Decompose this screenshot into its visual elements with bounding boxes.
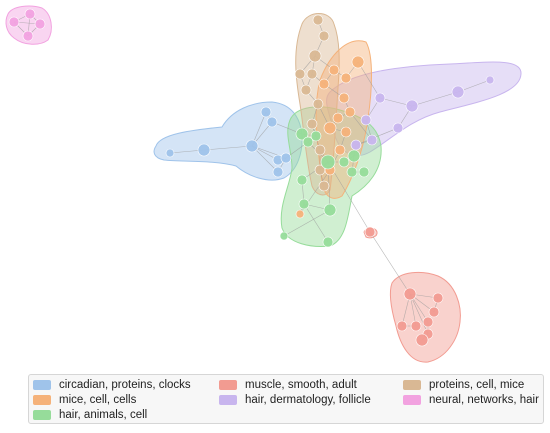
graph-node	[396, 320, 408, 332]
graph-node	[302, 136, 314, 148]
graph-edge	[355, 127, 399, 146]
graph-nodes	[8, 8, 495, 347]
graph-node	[328, 64, 340, 76]
graph-node	[8, 16, 20, 28]
graph-node	[197, 143, 211, 157]
graph-node	[22, 30, 34, 42]
graph-node	[306, 68, 318, 80]
graph-edge	[369, 231, 411, 295]
graph-node	[350, 139, 362, 151]
legend-item: muscle, smooth, adult	[219, 377, 403, 392]
legend-item: circadian, proteins, clocks	[33, 377, 219, 392]
graph-node	[451, 85, 465, 99]
legend-label: mice, cell, cells	[59, 393, 137, 406]
graph-node	[295, 209, 305, 219]
graph-node	[346, 166, 358, 178]
legend-swatch	[403, 379, 421, 390]
graph-node	[165, 148, 175, 158]
graph-node	[294, 68, 306, 80]
graph-edge	[303, 203, 329, 243]
legend-swatch	[33, 409, 51, 420]
graph-node	[318, 30, 330, 42]
legend-label: neural, networks, hair	[429, 393, 539, 406]
graph-edge	[203, 145, 253, 151]
cluster-network-graph	[5, 5, 522, 363]
graph-edge	[409, 293, 429, 335]
graph-node	[318, 78, 330, 90]
graph-node	[334, 144, 346, 156]
graph-node	[403, 287, 417, 301]
legend-item: mice, cell, cells	[33, 392, 219, 407]
graph-node	[266, 116, 278, 128]
legend-swatch	[219, 394, 237, 405]
graph-node	[323, 203, 337, 217]
graph-edge	[327, 161, 371, 233]
legend-swatch	[33, 394, 51, 405]
graph-node	[314, 144, 326, 156]
graph-node	[280, 152, 292, 164]
graph-node	[358, 166, 370, 178]
legend-item: proteins, cell, mice	[403, 377, 543, 392]
graph-node	[347, 149, 361, 163]
graph-node	[405, 99, 419, 113]
cluster-hull	[153, 101, 303, 181]
graph-node	[34, 18, 46, 30]
graph-node	[296, 174, 308, 186]
legend-item: neural, networks, hair	[403, 392, 543, 407]
legend-swatch	[403, 394, 421, 405]
graph-node	[366, 134, 378, 146]
graph-node	[422, 316, 434, 328]
graph-node	[323, 121, 337, 135]
graph-node	[338, 92, 350, 104]
graph-edge	[349, 111, 373, 141]
graph-node	[312, 14, 324, 26]
graph-node	[24, 8, 36, 20]
cluster-hull	[326, 61, 522, 157]
graph-node	[310, 130, 322, 142]
legend-label: muscle, smooth, adult	[245, 378, 357, 391]
legend-label: hair, dermatology, follicle	[245, 393, 371, 406]
graph-node	[300, 84, 312, 96]
graph-node	[340, 72, 352, 84]
cluster-hull	[389, 271, 461, 363]
graph-node	[308, 49, 322, 63]
graph-node	[392, 122, 404, 134]
graph-node	[340, 126, 352, 138]
graph-node	[272, 166, 284, 178]
graph-node	[364, 226, 376, 238]
legend-swatch	[33, 379, 51, 390]
legend-item: hair, dermatology, follicle	[219, 392, 403, 407]
graph-node	[298, 198, 310, 210]
graph-node	[360, 114, 372, 126]
legend-label: hair, animals, cell	[59, 408, 148, 421]
graph-node	[312, 98, 324, 110]
graph-node	[279, 231, 289, 241]
graph-node	[318, 180, 330, 192]
legend-label: circadian, proteins, clocks	[59, 378, 191, 391]
legend-swatch	[219, 379, 237, 390]
graph-edge	[411, 91, 459, 107]
graph-node	[320, 154, 336, 170]
legend-item: hair, animals, cell	[33, 407, 219, 422]
graph-node	[306, 118, 318, 130]
graph-node	[332, 112, 344, 124]
graph-node	[374, 92, 386, 104]
graph-node	[351, 55, 365, 69]
graph-node	[260, 106, 272, 118]
graph-node	[415, 333, 429, 347]
cluster-hulls	[5, 5, 522, 363]
graph-edge	[357, 61, 381, 99]
graph-node	[432, 292, 444, 304]
graph-node	[295, 127, 309, 141]
graph-edge	[283, 209, 331, 237]
graph-node	[338, 156, 350, 168]
legend: circadian, proteins, clocks muscle, smoo…	[28, 374, 544, 424]
legend-label: proteins, cell, mice	[429, 378, 525, 391]
graph-node	[410, 320, 422, 332]
graph-node	[428, 306, 440, 318]
graph-node	[344, 106, 356, 118]
graph-node	[245, 139, 259, 153]
graph-node	[485, 75, 495, 85]
graph-node	[322, 236, 334, 248]
